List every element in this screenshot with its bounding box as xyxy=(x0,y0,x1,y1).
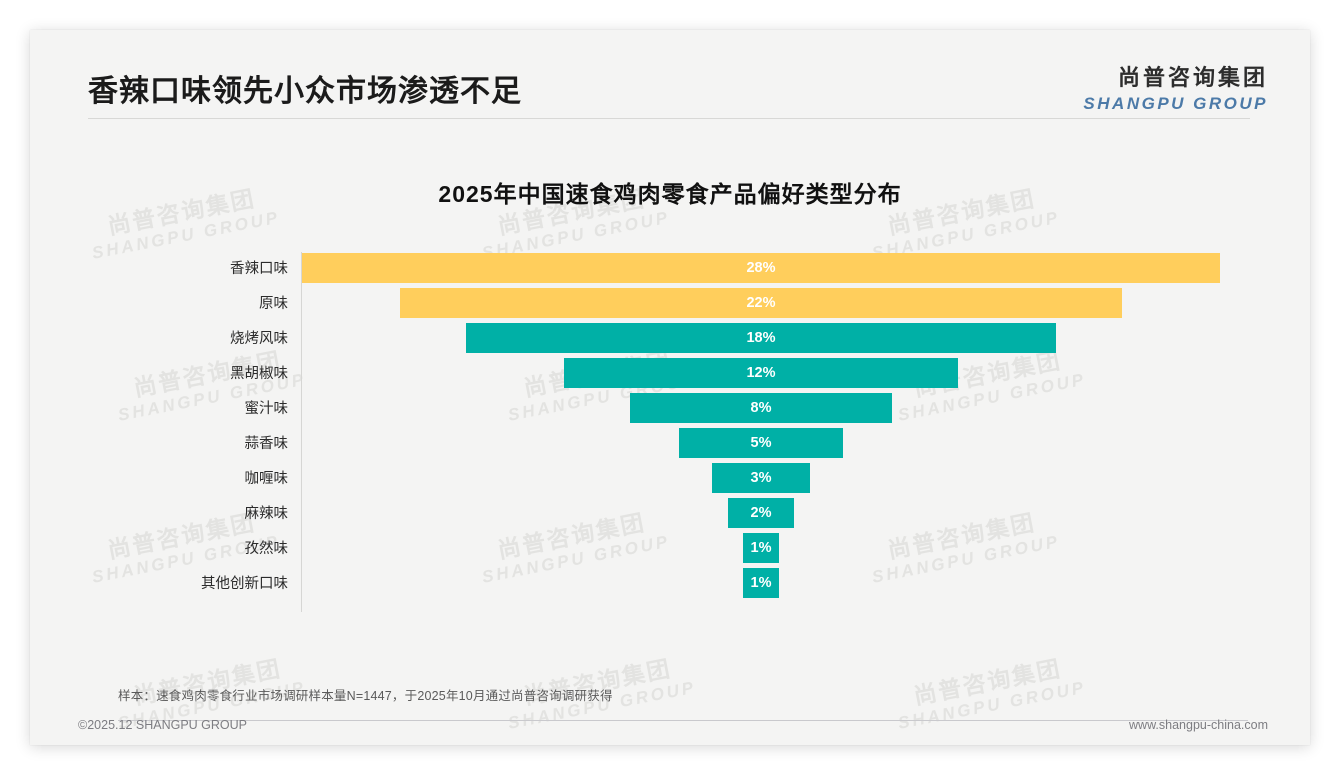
category-axis-line xyxy=(301,252,302,612)
bar-track: 28% xyxy=(302,252,1220,283)
bar-track: 1% xyxy=(302,532,1220,563)
title-divider xyxy=(88,118,1250,119)
bar-value-label: 1% xyxy=(750,574,772,591)
bar-track: 12% xyxy=(302,357,1220,388)
funnel-row[interactable]: 烧烤风味 18% xyxy=(120,320,1220,355)
sample-note: 样本：速食鸡肉零食行业市场调研样本量N=1447，于2025年10月通过尚普咨询… xyxy=(118,689,613,703)
bar-value-label: 12% xyxy=(746,364,776,381)
bar-track: 8% xyxy=(302,392,1220,423)
bar-value-label: 5% xyxy=(750,434,772,451)
funnel-bar[interactable]: 22% xyxy=(400,287,1122,318)
bar-value-label: 3% xyxy=(750,469,772,486)
bar-value-label: 28% xyxy=(746,259,776,276)
brand-logo-cn: 尚普咨询集团 xyxy=(1117,65,1268,90)
funnel-bar[interactable]: 1% xyxy=(743,532,779,563)
category-label: 原味 xyxy=(259,296,288,312)
slide-header: 香辣口味领先小众市场渗透不足 尚普咨询集团 SHANGPU GROUP xyxy=(30,30,1310,125)
slide-card: 尚普咨询集团 SHANGPU GROUP 尚普咨询集团 SHANGPU GROUP 尚普… xyxy=(30,30,1310,745)
watermark-cn: 尚普咨询集团 xyxy=(911,655,1064,710)
category-label: 黑胡椒味 xyxy=(230,366,288,382)
category-label: 孜然味 xyxy=(244,541,289,557)
bar-track: 2% xyxy=(302,497,1220,528)
funnel-bar[interactable]: 2% xyxy=(728,497,794,528)
bar-track: 5% xyxy=(302,427,1220,458)
bar-track: 22% xyxy=(302,287,1220,318)
funnel-bar[interactable]: 8% xyxy=(629,392,893,423)
watermark-cn: 尚普咨询集团 xyxy=(521,655,674,710)
category-label: 蒜香味 xyxy=(244,436,289,452)
funnel-bar[interactable]: 5% xyxy=(679,427,843,458)
funnel-row[interactable]: 咖喱味 3% xyxy=(120,460,1220,495)
funnel-row[interactable]: 香辣口味 28% xyxy=(120,250,1220,285)
category-label: 咖喱味 xyxy=(244,471,289,487)
page-title: 香辣口味领先小众市场渗透不足 xyxy=(88,75,522,108)
bar-value-label: 8% xyxy=(750,399,772,416)
bar-track: 3% xyxy=(302,462,1220,493)
copyright-text: ©2025.12 SHANGPU GROUP xyxy=(78,718,247,732)
funnel-row[interactable]: 孜然味 1% xyxy=(120,530,1220,565)
bar-value-label: 18% xyxy=(746,329,776,346)
funnel-chart: 香辣口味 28% 原味 22% 烧烤风味 18% 黑胡椒味 12% 蜜汁味 8% 蒜香味 5% 咖喱味 3… xyxy=(120,250,1220,615)
funnel-bar[interactable]: 3% xyxy=(711,462,811,493)
category-label: 香辣口味 xyxy=(230,261,288,277)
bar-value-label: 2% xyxy=(750,504,772,521)
funnel-row[interactable]: 麻辣味 2% xyxy=(120,495,1220,530)
funnel-row[interactable]: 蒜香味 5% xyxy=(120,425,1220,460)
category-label: 烧烤风味 xyxy=(230,331,288,347)
funnel-row[interactable]: 其他创新口味 1% xyxy=(120,565,1220,600)
bar-track: 1% xyxy=(302,567,1220,598)
footnote-divider xyxy=(118,720,1248,721)
bar-value-label: 1% xyxy=(750,539,772,556)
chart-title: 2025年中国速食鸡肉零食产品偏好类型分布 xyxy=(438,181,902,207)
brand-logo: 尚普咨询集团 SHANGPU GROUP xyxy=(1083,60,1268,114)
website-link[interactable]: www.shangpu-china.com xyxy=(1129,718,1268,732)
watermark-cn: 尚普咨询集团 xyxy=(131,655,284,710)
brand-logo-en: SHANGPU GROUP xyxy=(1083,94,1268,113)
funnel-row[interactable]: 原味 22% xyxy=(120,285,1220,320)
funnel-row[interactable]: 黑胡椒味 12% xyxy=(120,355,1220,390)
bar-value-label: 22% xyxy=(746,294,776,311)
category-label: 麻辣味 xyxy=(244,506,289,522)
funnel-row[interactable]: 蜜汁味 8% xyxy=(120,390,1220,425)
funnel-bar[interactable]: 28% xyxy=(302,252,1220,283)
funnel-bar[interactable]: 12% xyxy=(564,357,958,388)
category-label: 蜜汁味 xyxy=(244,401,289,417)
category-label: 其他创新口味 xyxy=(201,576,288,592)
slide-footer: ©2025.12 SHANGPU GROUP www.shangpu-china… xyxy=(30,710,1310,745)
bar-track: 18% xyxy=(302,322,1220,353)
funnel-bar[interactable]: 1% xyxy=(743,567,779,598)
funnel-bar[interactable]: 18% xyxy=(465,322,1057,353)
chart-area: 2025年中国速食鸡肉零食产品偏好类型分布 香辣口味 28% 原味 22% 烧烤风味 18… xyxy=(30,125,1310,650)
